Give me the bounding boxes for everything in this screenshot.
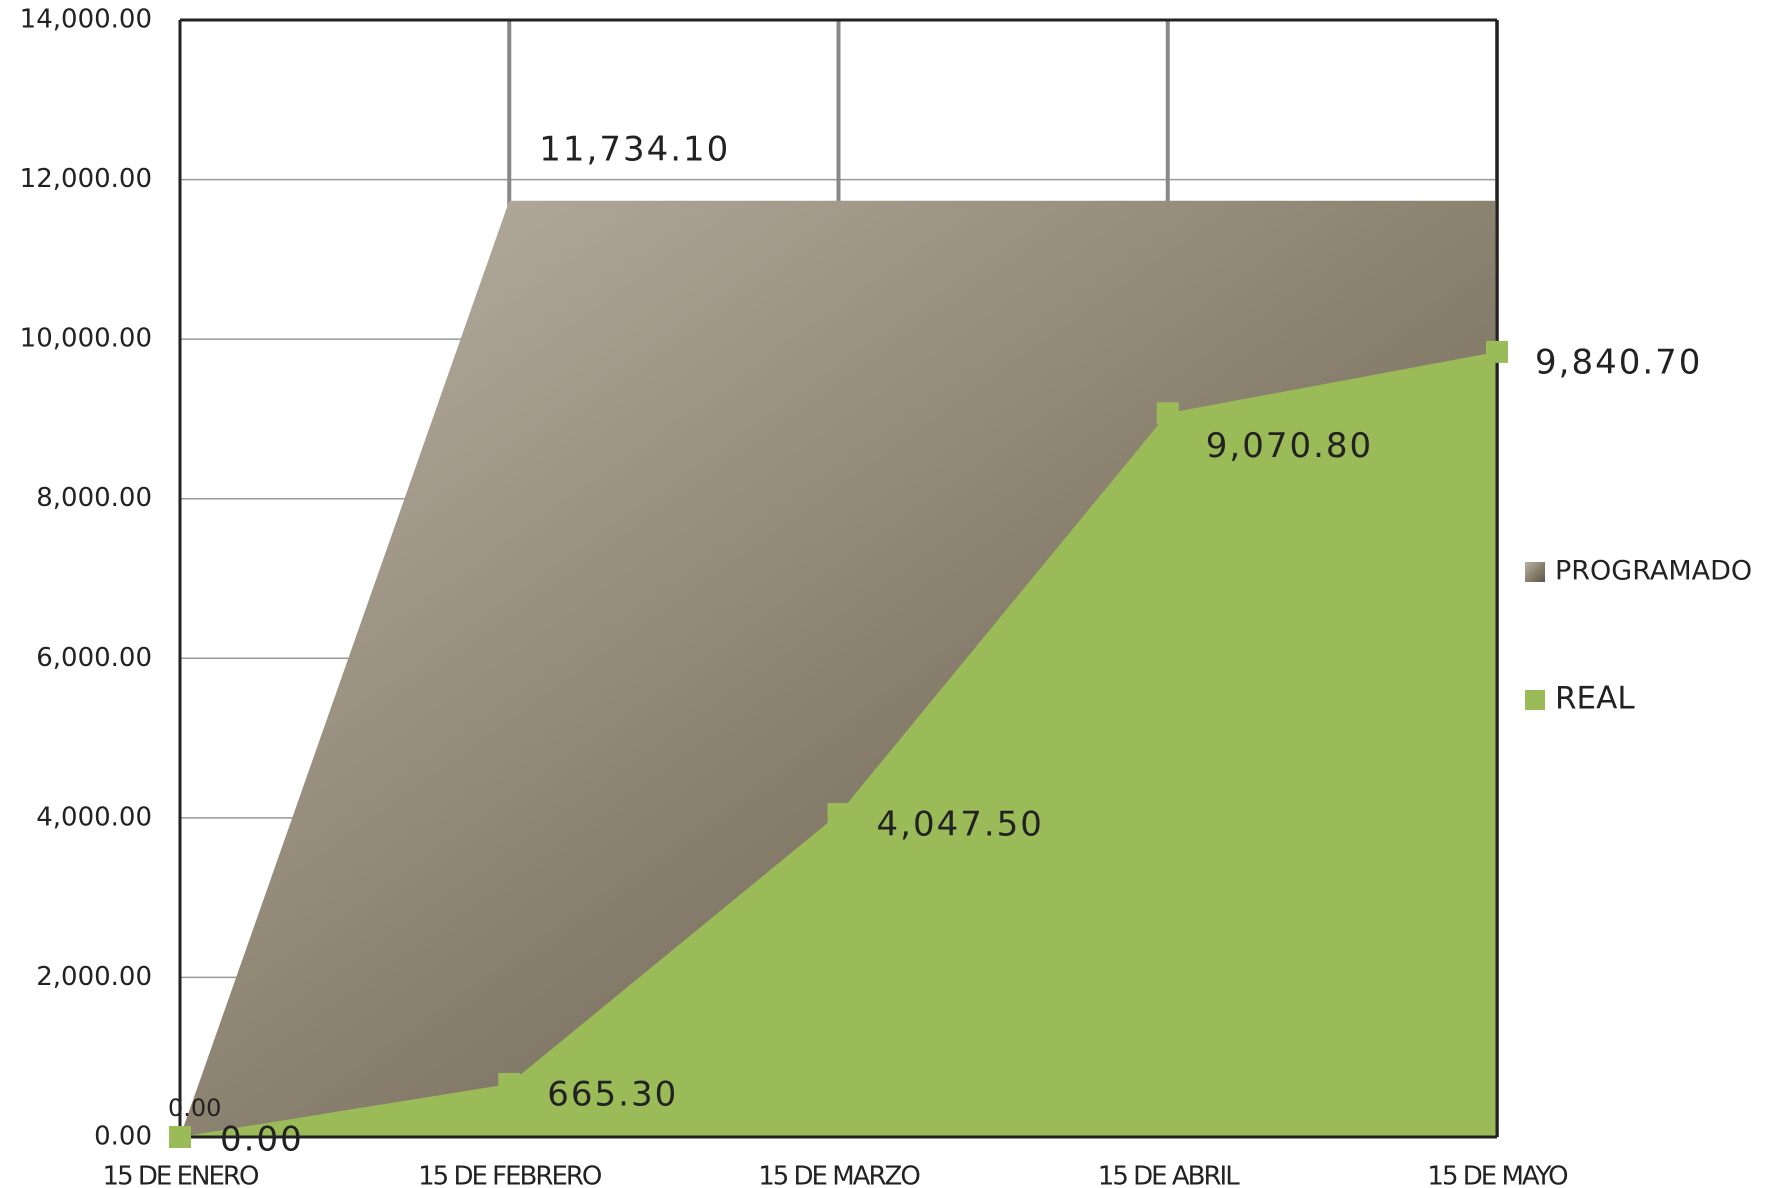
- y-tick-label: 6,000.00: [36, 643, 152, 673]
- marker: [498, 1072, 521, 1095]
- x-tick-label: 15 DE MARZO: [758, 1162, 919, 1188]
- x-tick-label: 15 DE ENERO: [103, 1162, 258, 1188]
- y-tick-label: 2,000.00: [36, 962, 152, 992]
- data-label: 665.30: [547, 1074, 678, 1114]
- x-tick-label: 15 DE ABRIL: [1098, 1162, 1240, 1188]
- marker: [169, 1126, 191, 1148]
- legend-label: PROGRAMADO: [1555, 556, 1752, 587]
- y-tick-label: 0.00: [94, 1122, 152, 1152]
- legend-swatch: [1525, 562, 1545, 582]
- area: [180, 351, 1497, 1137]
- legend-swatch: [1525, 690, 1545, 710]
- marker: [1156, 402, 1179, 425]
- marker: [827, 803, 850, 826]
- data-label: 9,070.80: [1206, 426, 1373, 466]
- y-tick-label: 10,000.00: [20, 324, 152, 354]
- legend-label: REAL: [1555, 681, 1635, 717]
- marker: [1486, 340, 1508, 363]
- data-label: 0.00: [220, 1120, 304, 1160]
- x-tick-label: 15 DE MAYO: [1427, 1162, 1567, 1188]
- y-tick-label: 8,000.00: [36, 483, 152, 513]
- y-tick-label: 14,000.00: [20, 5, 152, 35]
- data-label: 9,840.70: [1535, 342, 1702, 382]
- data-label: 11,734.10: [539, 129, 730, 169]
- data-label: 0.00: [168, 1094, 221, 1122]
- y-tick-label: 4,000.00: [36, 802, 152, 832]
- y-tick-label: 12,000.00: [20, 164, 152, 194]
- x-tick-label: 15 DE FEBRERO: [418, 1162, 601, 1188]
- data-label: 4,047.50: [877, 805, 1044, 845]
